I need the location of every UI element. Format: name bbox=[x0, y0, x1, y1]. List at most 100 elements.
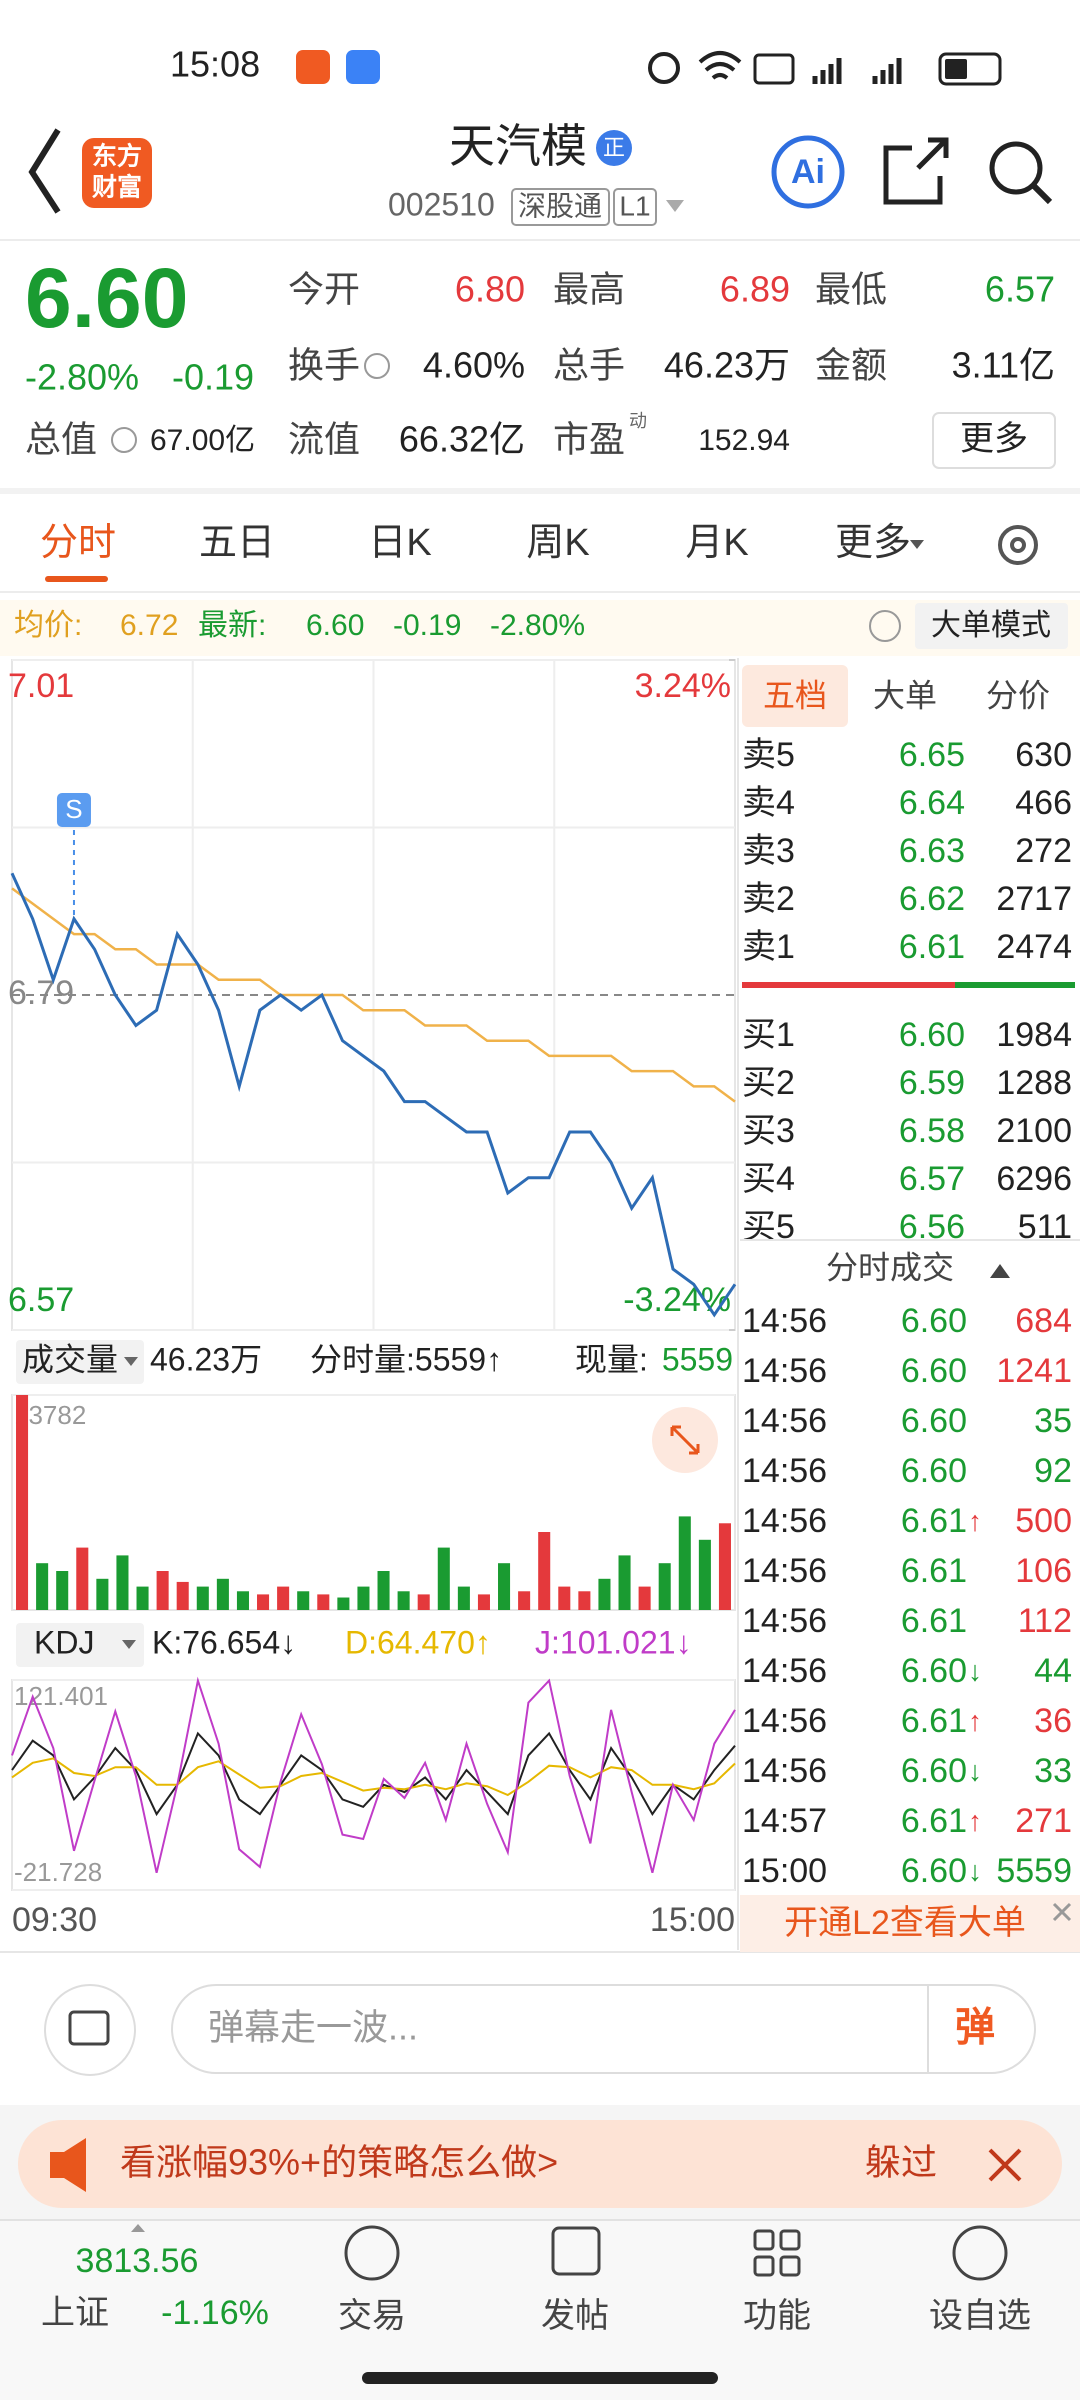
index-name[interactable]: 上证 bbox=[41, 2294, 109, 2332]
volume-current: 5559 bbox=[662, 1341, 733, 1377]
book-label: 卖1 bbox=[742, 928, 795, 966]
volume-bar bbox=[277, 1586, 290, 1610]
field-value: 152.94 bbox=[698, 424, 790, 457]
battery-level bbox=[945, 59, 967, 79]
tab[interactable]: 月K bbox=[685, 522, 748, 564]
field-label: 换手 bbox=[288, 345, 360, 386]
l2-promo[interactable]: 开通L2查看大单 bbox=[784, 1904, 1026, 1942]
sort-arrow[interactable] bbox=[990, 1264, 1010, 1278]
volume-bar bbox=[658, 1563, 671, 1610]
change-pct: -2.80% bbox=[25, 357, 139, 398]
expand-icon bbox=[670, 1425, 700, 1455]
back-button[interactable] bbox=[28, 128, 61, 214]
latest-change-pct: -2.80% bbox=[490, 609, 585, 642]
more-button[interactable] bbox=[932, 412, 1056, 469]
volume-bar bbox=[176, 1581, 189, 1610]
volume-bar bbox=[678, 1516, 691, 1610]
trade-price: 6.60 bbox=[901, 1752, 967, 1790]
nav-item[interactable]: 设自选 bbox=[929, 2297, 1031, 2335]
field-value: 46.23万 bbox=[664, 345, 790, 386]
tab-indicator bbox=[45, 576, 108, 582]
x-tick-label: 09:30 bbox=[12, 1901, 97, 1939]
banner-close[interactable] bbox=[988, 2148, 1022, 2182]
help-icon[interactable] bbox=[869, 610, 901, 642]
book-price: 6.65 bbox=[899, 736, 965, 774]
dropdown-arrow bbox=[122, 1640, 136, 1649]
search-handle bbox=[1031, 183, 1053, 205]
book-tab[interactable]: 分价 bbox=[986, 677, 1050, 713]
book-price: 6.64 bbox=[899, 784, 965, 822]
tab[interactable]: 日K bbox=[368, 522, 431, 564]
volume-bar bbox=[196, 1586, 209, 1610]
nav-item[interactable]: 发帖 bbox=[541, 2297, 609, 2335]
comment-input[interactable] bbox=[171, 1984, 1036, 2074]
logo[interactable] bbox=[82, 138, 152, 208]
field-value: 6.57 bbox=[985, 269, 1055, 310]
volume-chart: 13782 bbox=[12, 1394, 735, 1610]
field-value: 4.60% bbox=[423, 345, 525, 386]
kdj-select[interactable] bbox=[16, 1623, 144, 1667]
info-icon[interactable] bbox=[364, 353, 390, 379]
banner[interactable] bbox=[18, 2120, 1062, 2208]
info-icon[interactable] bbox=[111, 427, 137, 453]
dropdown-arrow bbox=[910, 540, 924, 549]
volume-bar bbox=[96, 1578, 109, 1610]
settings-icon bbox=[1010, 537, 1026, 553]
volume-bar bbox=[16, 1395, 29, 1610]
kdj-k: K:76.654↓ bbox=[152, 1624, 296, 1660]
nav-item[interactable]: 交易 bbox=[338, 2297, 406, 2335]
banner-skip: 躲过 bbox=[865, 2142, 937, 2183]
trades-title: 分时成交 bbox=[826, 1249, 954, 1285]
tab[interactable]: 周K bbox=[526, 522, 589, 564]
trade-volume: 271 bbox=[1015, 1802, 1072, 1840]
volume-bar bbox=[417, 1594, 430, 1610]
big-order-button[interactable] bbox=[915, 603, 1068, 649]
field-label: 最低 bbox=[815, 269, 887, 310]
signal-badge[interactable] bbox=[56, 793, 91, 827]
trade-volume: 500 bbox=[1015, 1502, 1072, 1540]
trade-arrow: ↓ bbox=[968, 1655, 982, 1686]
field-label: 流值 bbox=[288, 419, 360, 460]
trade-arrow: ↑ bbox=[968, 1705, 982, 1736]
trade-volume: 33 bbox=[1034, 1752, 1072, 1790]
trade-time: 15:00 bbox=[742, 1852, 827, 1890]
book-volume: 2100 bbox=[996, 1112, 1072, 1150]
trade-arrow: ↓ bbox=[968, 1755, 982, 1786]
y-tick-label: 7.01 bbox=[8, 667, 74, 705]
close-button[interactable] bbox=[1052, 1902, 1072, 1922]
level-tag-text: L1 bbox=[619, 190, 650, 221]
ai-button[interactable] bbox=[771, 135, 845, 209]
trades: 14:56 6.60 684 14:56 6.60 1241 14:56 6.60 35 14:5… bbox=[742, 1302, 1072, 1890]
book-price: 6.57 bbox=[899, 1160, 965, 1198]
share-button[interactable] bbox=[883, 137, 949, 205]
comment-placeholder: 弹幕走一波... bbox=[208, 2007, 418, 2048]
search-button[interactable] bbox=[989, 141, 1043, 195]
volume-select[interactable] bbox=[16, 1340, 144, 1384]
book-tab[interactable]: 五档 bbox=[763, 677, 827, 713]
change: -0.19 bbox=[172, 357, 254, 398]
trade-time: 14:56 bbox=[742, 1352, 827, 1390]
settings-button[interactable] bbox=[998, 525, 1038, 565]
book-price: 6.62 bbox=[899, 880, 965, 918]
danmaku-button[interactable]: 弹 bbox=[955, 2006, 995, 2050]
volume-period: 分时量:5559↑ bbox=[310, 1341, 502, 1377]
l2-promo-bg[interactable] bbox=[740, 1895, 1080, 1952]
trade-time: 14:56 bbox=[742, 1702, 827, 1740]
tab[interactable]: 五日 bbox=[199, 522, 275, 564]
book-volume: 1984 bbox=[996, 1016, 1072, 1054]
nav-item[interactable]: 功能 bbox=[743, 2297, 811, 2335]
volume-bar bbox=[558, 1586, 571, 1610]
book-tab[interactable]: 大单 bbox=[873, 677, 937, 713]
index-change[interactable]: -1.16% bbox=[161, 2294, 269, 2332]
index-value[interactable]: 3813.56 bbox=[76, 2242, 199, 2280]
volume-current-label: 现量: bbox=[575, 1341, 648, 1377]
trade-arrow: ↓ bbox=[968, 1855, 982, 1886]
last-price: 6.60 bbox=[25, 251, 189, 345]
comment-list-button[interactable] bbox=[44, 1984, 136, 2076]
tab[interactable]: 更多 bbox=[835, 522, 911, 564]
dropdown-arrow[interactable] bbox=[666, 200, 684, 212]
function-icon bbox=[753, 2255, 775, 2277]
trade-price: 6.60 bbox=[901, 1352, 967, 1390]
tab[interactable]: 分时 bbox=[40, 522, 116, 564]
